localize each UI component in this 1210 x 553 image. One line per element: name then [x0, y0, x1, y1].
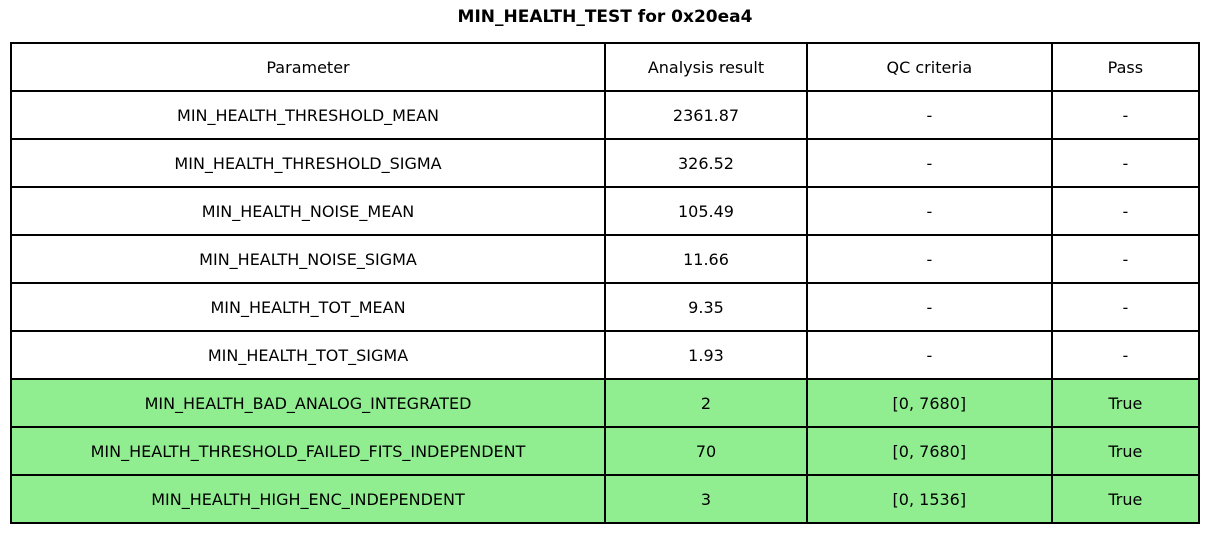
- parameter-cell: MIN_HEALTH_BAD_ANALOG_INTEGRATED: [9, 378, 607, 428]
- pass-cell: -: [1050, 90, 1201, 140]
- pass-cell: -: [1050, 234, 1201, 284]
- qc-criteria-cell: -: [805, 138, 1053, 188]
- column-header-analysis-result: Analysis result: [604, 42, 808, 92]
- parameter-cell: MIN_HEALTH_TOT_MEAN: [9, 282, 607, 332]
- pass-cell: True: [1050, 474, 1201, 524]
- column-header-qc-criteria: QC criteria: [805, 42, 1053, 92]
- qc-results-table: Parameter Analysis result QC criteria Pa…: [9, 42, 1201, 524]
- pass-cell: -: [1050, 330, 1201, 380]
- column-header-parameter: Parameter: [9, 42, 607, 92]
- result-cell: 70: [604, 426, 808, 476]
- pass-cell: -: [1050, 138, 1201, 188]
- parameter-cell: MIN_HEALTH_THRESHOLD_MEAN: [9, 90, 607, 140]
- table-header-row: Parameter Analysis result QC criteria Pa…: [9, 42, 1201, 92]
- table-row: MIN_HEALTH_NOISE_SIGMA 11.66 - -: [9, 234, 1201, 284]
- parameter-cell: MIN_HEALTH_THRESHOLD_SIGMA: [9, 138, 607, 188]
- pass-cell: -: [1050, 282, 1201, 332]
- qc-criteria-cell: -: [805, 90, 1053, 140]
- page-title: MIN_HEALTH_TEST for 0x20ea4: [457, 7, 753, 27]
- result-cell: 105.49: [604, 186, 808, 236]
- table-row: MIN_HEALTH_TOT_MEAN 9.35 - -: [9, 282, 1201, 332]
- parameter-cell: MIN_HEALTH_HIGH_ENC_INDEPENDENT: [9, 474, 607, 524]
- qc-criteria-cell: [0, 7680]: [805, 378, 1053, 428]
- qc-criteria-cell: -: [805, 186, 1053, 236]
- qc-criteria-cell: -: [805, 282, 1053, 332]
- result-cell: 2361.87: [604, 90, 808, 140]
- qc-criteria-cell: -: [805, 330, 1053, 380]
- pass-cell: True: [1050, 378, 1201, 428]
- qc-criteria-cell: [0, 1536]: [805, 474, 1053, 524]
- parameter-cell: MIN_HEALTH_THRESHOLD_FAILED_FITS_INDEPEN…: [9, 426, 607, 476]
- result-cell: 3: [604, 474, 808, 524]
- table-row: MIN_HEALTH_TOT_SIGMA 1.93 - -: [9, 330, 1201, 380]
- qc-criteria-cell: -: [805, 234, 1053, 284]
- table-row-passed: MIN_HEALTH_HIGH_ENC_INDEPENDENT 3 [0, 15…: [9, 474, 1201, 524]
- table-row-passed: MIN_HEALTH_THRESHOLD_FAILED_FITS_INDEPEN…: [9, 426, 1201, 476]
- result-cell: 11.66: [604, 234, 808, 284]
- result-cell: 2: [604, 378, 808, 428]
- table-row: MIN_HEALTH_NOISE_MEAN 105.49 - -: [9, 186, 1201, 236]
- table-row: MIN_HEALTH_THRESHOLD_SIGMA 326.52 - -: [9, 138, 1201, 188]
- qc-criteria-cell: [0, 7680]: [805, 426, 1053, 476]
- pass-cell: -: [1050, 186, 1201, 236]
- parameter-cell: MIN_HEALTH_NOISE_MEAN: [9, 186, 607, 236]
- column-header-pass: Pass: [1050, 42, 1201, 92]
- result-cell: 326.52: [604, 138, 808, 188]
- table-row-passed: MIN_HEALTH_BAD_ANALOG_INTEGRATED 2 [0, 7…: [9, 378, 1201, 428]
- result-cell: 1.93: [604, 330, 808, 380]
- pass-cell: True: [1050, 426, 1201, 476]
- parameter-cell: MIN_HEALTH_NOISE_SIGMA: [9, 234, 607, 284]
- parameter-cell: MIN_HEALTH_TOT_SIGMA: [9, 330, 607, 380]
- result-cell: 9.35: [604, 282, 808, 332]
- table-row: MIN_HEALTH_THRESHOLD_MEAN 2361.87 - -: [9, 90, 1201, 140]
